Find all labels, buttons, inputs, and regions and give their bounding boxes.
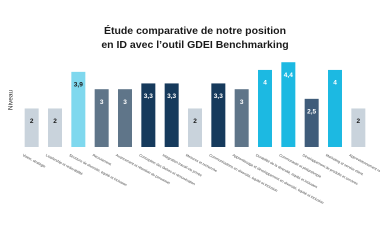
bar	[351, 108, 366, 147]
bar	[281, 62, 296, 147]
value-label: 3,3	[144, 93, 153, 100]
bar	[48, 108, 62, 147]
value-label: 3	[240, 99, 244, 106]
value-label: 3	[123, 99, 127, 106]
value-label: 2	[193, 118, 197, 125]
bar	[304, 98, 319, 147]
x-tick-label: Communauté et philanthropie	[278, 153, 322, 179]
value-label: 3,3	[214, 93, 223, 100]
value-label: 3	[100, 99, 104, 106]
value-label: 3,3	[167, 93, 176, 100]
value-label: 4	[263, 80, 267, 87]
value-label: 2,5	[307, 109, 316, 116]
bar	[164, 83, 179, 147]
value-label: 4,4	[284, 72, 293, 79]
value-label: 2	[53, 118, 57, 125]
value-label: 4	[333, 80, 337, 87]
x-tick-label: Vision, stratégie	[22, 153, 46, 169]
bar	[141, 83, 156, 147]
bar	[211, 83, 226, 147]
bar	[71, 71, 86, 147]
y-axis-label: Niveau	[8, 89, 15, 110]
chart-title: en ID avec l’outil GDEI Benchmarking	[101, 39, 288, 51]
bar	[234, 89, 249, 147]
value-label: 2	[357, 118, 361, 125]
bar	[94, 89, 109, 147]
value-label: 2	[30, 118, 34, 125]
bar	[24, 108, 39, 147]
value-label: 3,9	[74, 82, 83, 89]
bar	[118, 89, 132, 147]
bar	[258, 69, 272, 147]
bar	[188, 108, 202, 147]
chart-title: Étude comparative de notre position	[104, 24, 286, 37]
x-tick-label: Intégration travail-vie privée	[162, 153, 203, 177]
x-tick-label: Recrutement	[92, 153, 112, 166]
bar	[328, 69, 342, 147]
